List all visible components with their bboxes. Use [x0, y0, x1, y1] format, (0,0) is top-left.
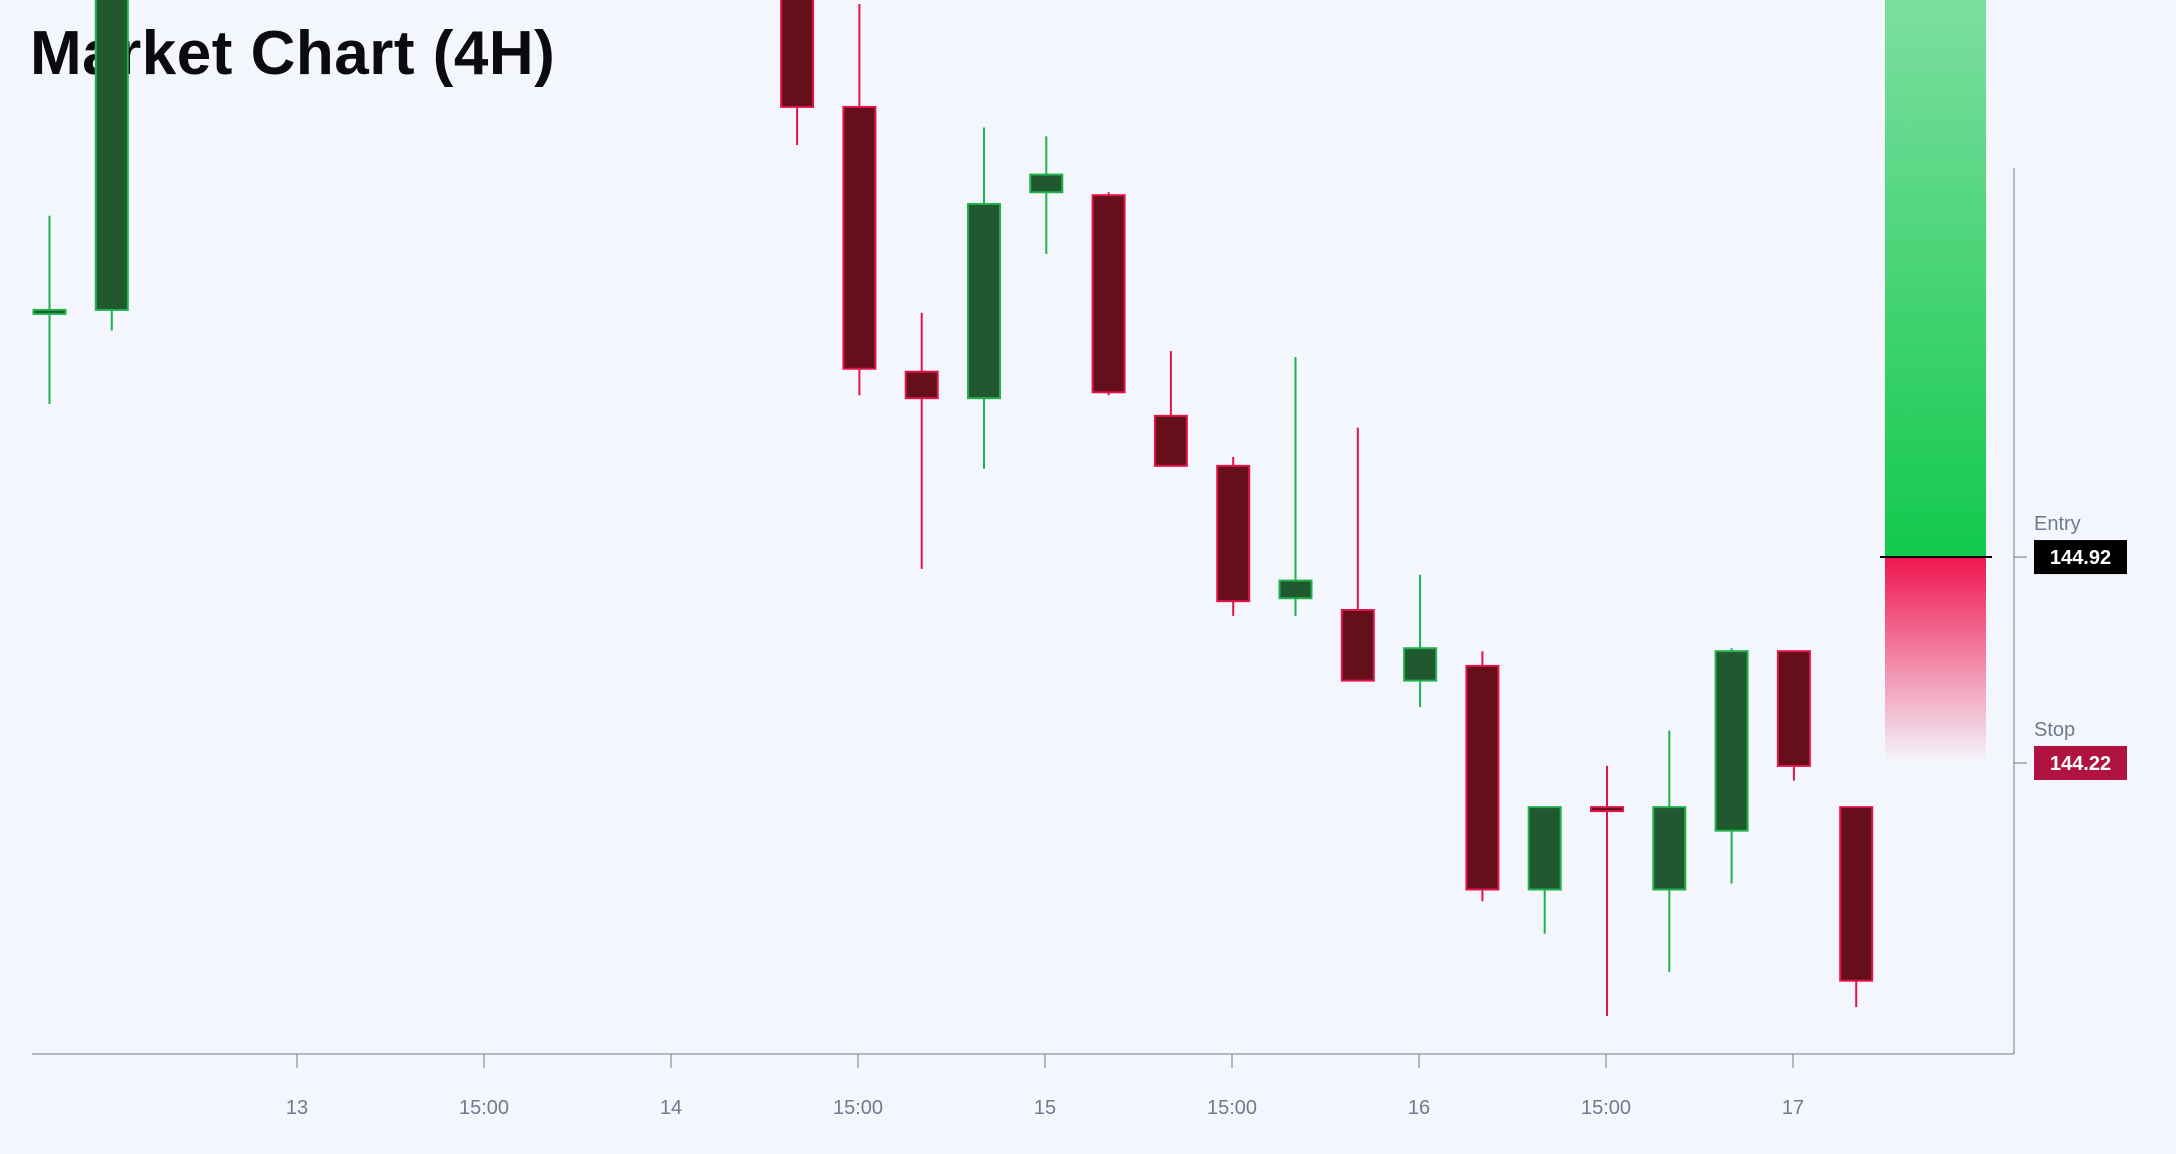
candle-body — [1029, 173, 1064, 194]
candle-body — [1652, 806, 1687, 891]
bullish-candle — [1527, 806, 1562, 934]
bearish-candle — [904, 312, 939, 569]
bearish-candle — [1216, 457, 1251, 616]
candle-body — [967, 203, 1001, 400]
price-levels: Target 2148.91Target 1147.03Entry144.92S… — [1880, 513, 2127, 780]
bearish-candle — [1091, 192, 1126, 396]
bearish-candle — [780, 0, 815, 146]
candle-body — [904, 370, 939, 400]
candle-body — [1403, 647, 1438, 682]
risk-reward-zones — [1885, 0, 1986, 763]
x-tick-label: 16 — [1408, 1097, 1430, 1119]
candle-body — [1153, 414, 1188, 467]
candle-body — [842, 105, 877, 370]
x-tick-label: 15 — [1034, 1097, 1056, 1119]
bullish-candle — [94, 0, 129, 331]
bearish-candle — [1340, 427, 1375, 682]
bullish-candle — [1652, 730, 1687, 972]
bearish-candle — [1465, 651, 1500, 902]
bullish-candle — [1029, 136, 1064, 255]
level-stop: Stop 144.22 — [2014, 719, 2127, 780]
stop-zone — [1885, 557, 1986, 763]
candle-body — [94, 0, 129, 311]
level-caption: Stop — [2034, 719, 2075, 741]
candle-body — [1278, 579, 1313, 600]
bullish-candle — [32, 215, 67, 405]
x-tick-label: 15:00 — [1207, 1097, 1257, 1119]
candle-body — [780, 0, 815, 108]
bullish-candle — [1714, 648, 1749, 884]
level-caption: Entry — [2034, 513, 2081, 535]
candle-body — [1714, 650, 1749, 832]
level-badge — [2034, 745, 2127, 780]
bullish-candle — [1403, 574, 1438, 708]
candle-body — [1527, 806, 1562, 891]
candle-body — [1216, 464, 1251, 603]
candle-body — [1839, 806, 1874, 982]
bearish-candle — [1153, 351, 1188, 467]
candle-body — [1465, 664, 1500, 891]
bearish-candle — [1590, 765, 1624, 1016]
target-zone — [1885, 0, 1986, 558]
bullish-candle — [1278, 356, 1313, 616]
bearish-candle — [1776, 650, 1811, 781]
candles — [32, 0, 1874, 1016]
x-tick-label: 13 — [286, 1097, 308, 1119]
bearish-candle — [1839, 806, 1874, 1008]
candle-body — [1091, 194, 1126, 394]
level-badge — [2034, 540, 2127, 575]
candle-body — [1340, 609, 1375, 682]
bullish-candle — [967, 127, 1001, 469]
x-tick-label: 15:00 — [459, 1097, 509, 1119]
level-entry: Entry 144.92 — [2014, 513, 2127, 575]
candle-body — [1590, 806, 1624, 813]
candle-body — [1776, 650, 1811, 767]
x-tick-label: 17 — [1782, 1097, 1804, 1119]
axes: 13 15:00 14 15:00 15 15:00 16 15:00 17 — [32, 168, 2015, 1119]
x-tick-label: 15:00 — [833, 1097, 883, 1119]
x-tick-label: 14 — [660, 1097, 682, 1119]
level-value: 144.92 — [2050, 547, 2111, 569]
bearish-candle — [842, 3, 877, 396]
level-value: 144.22 — [2050, 753, 2111, 775]
x-tick-label: 15:00 — [1581, 1097, 1631, 1119]
candle-body — [32, 308, 67, 315]
